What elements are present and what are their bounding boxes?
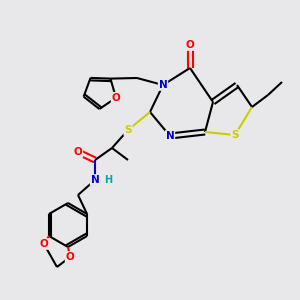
Text: O: O [74, 147, 82, 157]
Text: O: O [66, 252, 74, 262]
Text: O: O [112, 93, 120, 103]
Text: H: H [104, 175, 112, 185]
Text: N: N [166, 131, 174, 141]
Text: O: O [40, 239, 48, 249]
Text: N: N [91, 175, 99, 185]
Text: O: O [186, 40, 194, 50]
Text: N: N [159, 80, 167, 90]
Text: S: S [124, 125, 132, 135]
Text: S: S [231, 130, 239, 140]
